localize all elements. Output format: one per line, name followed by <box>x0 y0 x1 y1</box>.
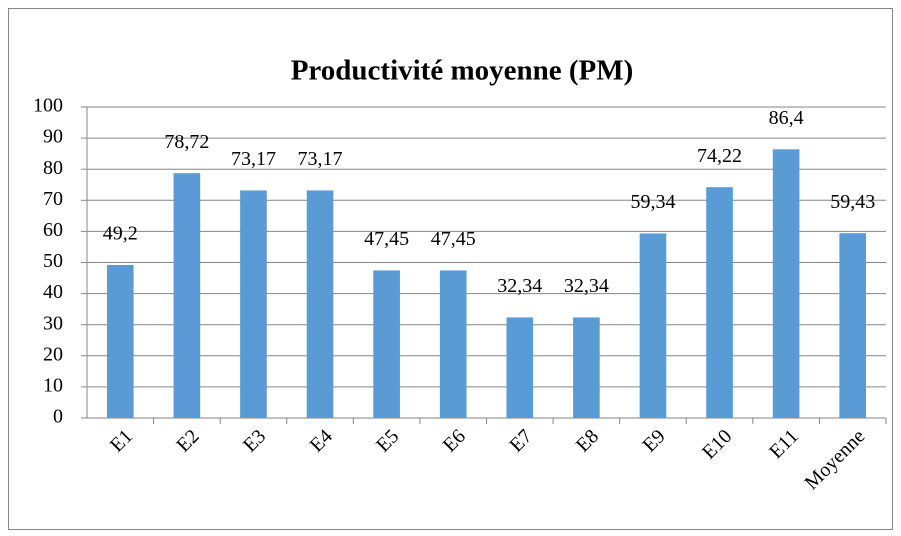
chart-title: Productivité moyenne (PM) <box>291 55 634 87</box>
bar <box>706 187 733 418</box>
bar <box>639 233 667 418</box>
y-tick-label: 50 <box>43 250 63 272</box>
value-label: 73,17 <box>231 148 276 170</box>
y-tick-label: 90 <box>43 126 63 148</box>
y-tick-label: 60 <box>43 219 63 241</box>
bar <box>772 149 800 418</box>
value-label: 59,34 <box>630 191 675 213</box>
y-tick-label: 100 <box>33 95 63 117</box>
value-label: 47,45 <box>431 228 476 250</box>
y-tick-label: 10 <box>43 374 63 396</box>
value-label: 47,45 <box>364 228 409 250</box>
value-label: 49,2 <box>103 223 138 245</box>
value-label: 59,43 <box>830 191 875 213</box>
y-tick-label: 80 <box>43 157 63 179</box>
y-tick-label: 20 <box>43 343 63 365</box>
bar <box>106 264 134 418</box>
y-tick-label: 30 <box>43 312 63 334</box>
bar <box>173 173 201 418</box>
value-label: 73,17 <box>298 148 343 170</box>
bar <box>573 317 600 418</box>
bar <box>240 190 267 418</box>
value-label: 32,34 <box>564 275 609 297</box>
value-label: 32,34 <box>497 275 542 297</box>
value-label: 78,72 <box>164 131 209 153</box>
value-label: 74,22 <box>697 145 742 167</box>
bar <box>373 270 400 418</box>
bar <box>506 317 534 418</box>
bar <box>439 270 467 418</box>
value-label: 86,4 <box>769 107 804 129</box>
y-tick-label: 70 <box>43 188 63 210</box>
chart-border <box>8 8 893 530</box>
y-tick-label: 40 <box>43 281 63 303</box>
bar <box>306 190 334 418</box>
y-tick-label: 0 <box>53 406 63 428</box>
bar <box>839 233 867 418</box>
